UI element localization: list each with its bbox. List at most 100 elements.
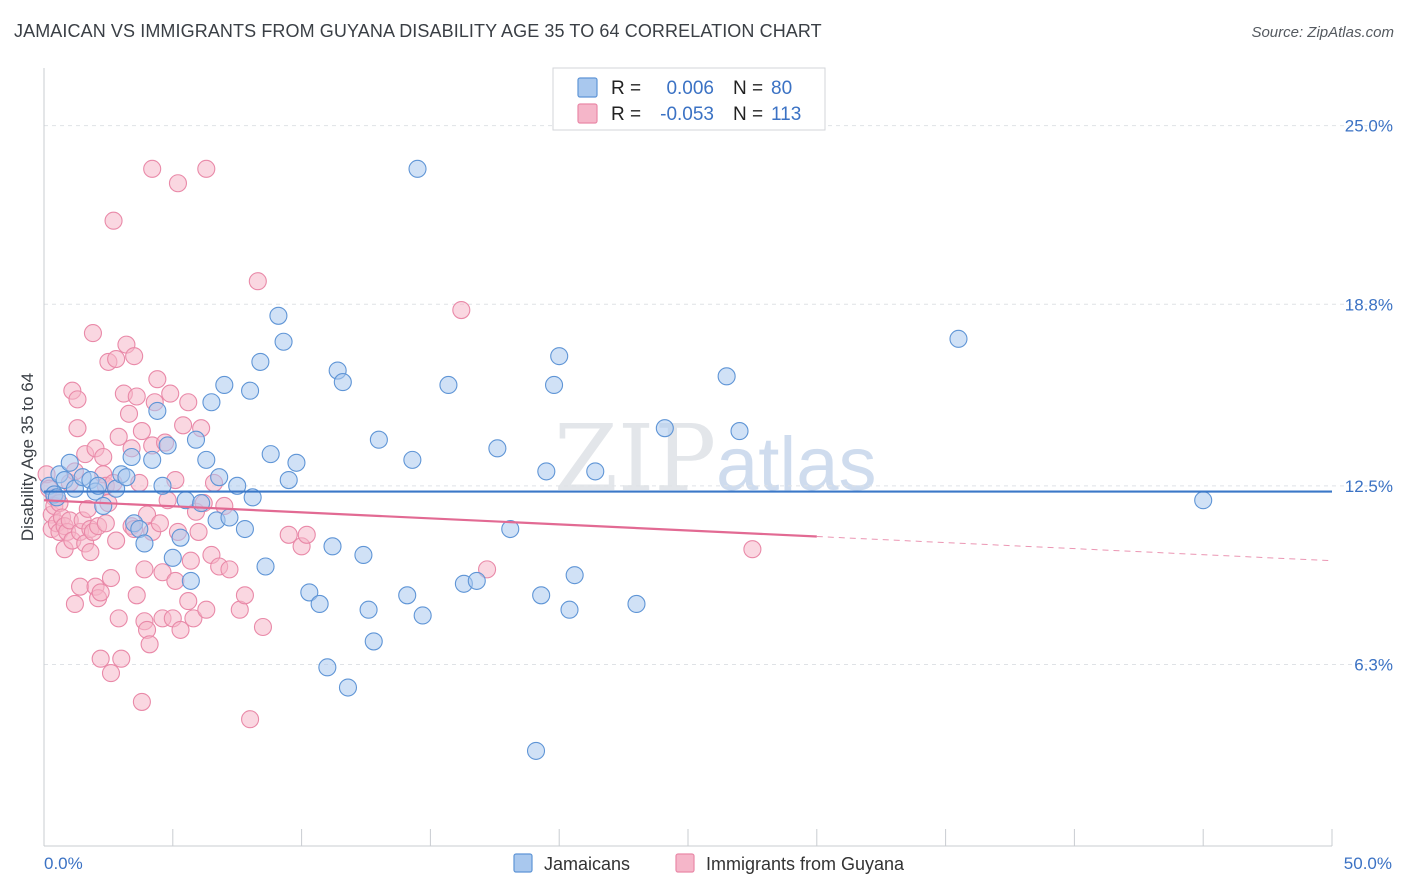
jamaicans-point-50: [333, 373, 352, 392]
trend-lines: [43, 490, 1333, 562]
jamaicans-point-23: [163, 548, 182, 567]
legend-swatch-jamaicans: [577, 77, 598, 98]
trend-line-guyana: [43, 499, 817, 538]
trend-line-guyana-extension: [816, 536, 1333, 562]
jamaicans-point-35: [228, 476, 247, 495]
guyana-point-18: [65, 594, 84, 614]
jamaicans-point-19: [143, 450, 162, 469]
y-tick-label-0: 6.3%: [1354, 655, 1393, 674]
guyana-point-60: [127, 586, 146, 605]
jamaicans-point-38: [243, 488, 262, 507]
guyana-point-22: [71, 577, 90, 596]
jamaicans-point-10: [89, 476, 108, 495]
x-tick-label-max: 50.0%: [1344, 854, 1392, 873]
guyana-point-59: [127, 387, 146, 406]
jamaicans-point-53: [359, 600, 378, 619]
guyana-point-86: [179, 592, 198, 611]
jamaicans-point-43: [279, 471, 298, 490]
jamaicans-point-72: [627, 594, 646, 614]
guyana-point-78: [161, 384, 180, 403]
jamaicans-point-48: [323, 537, 342, 556]
guyana-point-73: [150, 514, 169, 533]
guyana-point-108: [168, 174, 188, 193]
guyana-point-49: [109, 427, 128, 446]
guyana-point-102: [248, 272, 267, 291]
legend-n-label-jamaicans: N =: [733, 78, 763, 99]
jamaicans-point-27: [186, 430, 206, 449]
jamaicans-point-58: [413, 606, 432, 625]
jamaicans-point-65: [532, 586, 551, 605]
guyana-point-29: [83, 324, 102, 343]
guyana-point-36: [91, 649, 110, 668]
guyana-point-28: [81, 543, 100, 562]
bottom-legend-label-guyana: Immigrants from Guyana: [706, 854, 905, 874]
jamaicans-point-5: [60, 453, 79, 472]
guyana-point-74: [153, 563, 172, 582]
guyana-point-44: [101, 664, 121, 683]
guyana-point-112: [743, 540, 762, 559]
guyana-point-19: [68, 390, 87, 409]
jamaicans-point-26: [181, 571, 200, 590]
jamaicans-point-54: [364, 632, 383, 651]
guyana-point-54: [119, 404, 139, 423]
guyana-point-104: [279, 525, 298, 544]
jamaicans-point-18: [135, 534, 154, 553]
legend-r-value-guyana: -0.053: [660, 104, 714, 125]
jamaicans-point-76: [949, 329, 968, 348]
guyana-point-101: [241, 710, 260, 729]
bottom-legend-swatch-jamaicans: [513, 853, 533, 873]
guyana-point-45: [104, 211, 123, 230]
jamaicans-point-51: [338, 678, 358, 697]
guyana-point-111: [478, 560, 497, 579]
jamaicans-point-22: [158, 436, 177, 455]
jamaicans-point-39: [251, 352, 270, 371]
bottom-legend-label-jamaicans: Jamaicans: [544, 854, 630, 874]
watermark-zip: ZIP: [554, 405, 716, 512]
guyana-point-40: [96, 514, 115, 533]
jamaicans-point-52: [354, 545, 373, 565]
jamaicans-point-66: [537, 462, 556, 481]
guyana-point-51: [112, 649, 131, 668]
jamaicans-point-34: [220, 508, 239, 527]
jamaicans-point-41: [261, 445, 280, 464]
jamaicans-point-79: [269, 306, 288, 325]
jamaicans-point-77: [1194, 491, 1213, 510]
bottom-legend-swatch-guyana: [675, 853, 695, 873]
guyana-point-57: [125, 347, 144, 366]
y-tick-label-1: 12.5%: [1345, 477, 1393, 496]
jamaicans-point-68: [550, 347, 569, 366]
guyana-point-85: [179, 393, 198, 412]
guyana-point-109: [197, 159, 216, 178]
jamaicans-point-20: [148, 401, 167, 420]
chart-title: JAMAICAN VS IMMIGRANTS FROM GUYANA DISAB…: [14, 21, 822, 41]
legend-n-label-guyana: N =: [733, 104, 763, 125]
jamaicans-point-21: [153, 476, 172, 495]
guyana-point-64: [135, 560, 154, 579]
legend-n-value-guyana: 113: [771, 104, 801, 125]
jamaicans-point-56: [398, 586, 417, 605]
guyana-point-88: [184, 609, 203, 628]
jamaicans-point-33: [215, 375, 234, 395]
guyana-point-68: [140, 635, 159, 654]
guyana-point-62: [132, 422, 151, 441]
jamaicans-point-57: [403, 450, 422, 469]
jamaicans-point-64: [526, 741, 546, 760]
guyana-point-35: [91, 583, 110, 602]
jamaicans-point-62: [488, 439, 507, 458]
jamaicans-point-55: [369, 430, 388, 449]
jamaicans-point-67: [544, 375, 564, 395]
stats-legend: R = 0.006 N = 80 R = -0.053 N = 113: [552, 67, 826, 131]
x-tick-label-min: 0.0%: [44, 854, 83, 873]
jamaicans-point-15: [122, 447, 141, 467]
legend-r-label-jamaicans: R =: [611, 78, 641, 99]
guyana-point-81: [166, 571, 185, 590]
jamaicans-point-47: [318, 658, 337, 677]
jamaicans-point-45: [300, 583, 319, 602]
guyana-point-107: [143, 159, 162, 178]
guyana-point-83: [171, 620, 190, 639]
guyana-point-47: [107, 349, 126, 369]
jamaicans-point-75: [730, 422, 749, 441]
jamaicans-point-73: [655, 419, 674, 438]
jamaicans-point-70: [565, 566, 584, 585]
